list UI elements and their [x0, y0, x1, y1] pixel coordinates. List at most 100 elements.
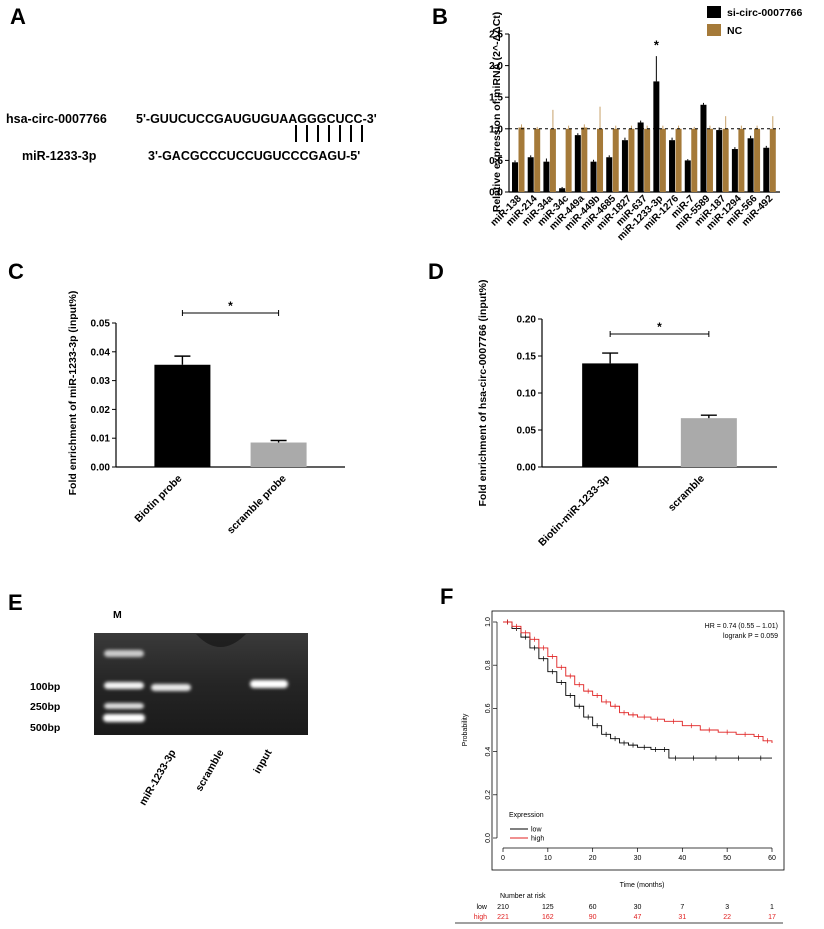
d-ytick-label-3: 0.15	[517, 352, 537, 363]
circ-sequence: 5'-GUUCUCCGAUGUGUAAGGGCUCC-3'	[136, 112, 377, 126]
f-legend-title: Expression	[509, 812, 544, 819]
ladder-band-250	[104, 703, 144, 709]
b-ytick-label-4: 2.0	[489, 61, 503, 72]
risk-high-count-5: 22	[723, 914, 731, 921]
f-ytick-label-0: 0.0	[485, 833, 492, 843]
ladder-label-100: 100bp	[30, 681, 60, 693]
b-legend-swatch-nc	[707, 24, 721, 36]
c-bar-1	[250, 442, 307, 467]
b-bar-nc-5	[597, 128, 604, 192]
f-legend: Expression low high	[509, 812, 544, 843]
risk-high-count-4: 31	[678, 914, 686, 921]
panel-f-label: F	[440, 584, 453, 609]
d-bar-1	[680, 418, 737, 467]
risk-high-count-2: 90	[589, 914, 597, 921]
f-xtick-label-4: 40	[678, 855, 686, 862]
f-legend-high-label: high	[531, 836, 544, 843]
f-ytick-label-4: 0.8	[485, 660, 492, 670]
panel-d-label: D	[428, 259, 444, 284]
panel-c-label: C	[8, 259, 24, 284]
risk-high-count-3: 47	[634, 914, 642, 921]
lane-label-input: input	[251, 747, 274, 776]
b-ylabel: Relative expression of miRNA (2^-ΔΔCt)	[491, 12, 503, 213]
c-ytick-label-4: 0.04	[91, 347, 111, 358]
d-ytick-label-1: 0.05	[517, 426, 537, 437]
risk-low-count-3: 30	[634, 904, 642, 911]
f-plot-frame	[491, 610, 785, 871]
risk-row-low-label: low	[476, 904, 487, 911]
ladder-band-100	[104, 682, 144, 689]
chart-d: 0.00 0.05 0.10 0.15 0.20 Biotin-miR-1233-3p sc…	[517, 315, 777, 549]
panel-e: E M 100bp 250bp 500bp miR-1233-3p scramb…	[8, 590, 308, 808]
f-xtick-label-0: 0	[501, 855, 505, 862]
chart-f: 0.0 0.2 0.4 0.6 0.8 1.0 0 10 20 30 40 50 60	[485, 617, 776, 862]
c-sig-star: *	[228, 299, 233, 313]
c-ylabel: Fold enrichment of miR-1233-3p (input%)	[67, 291, 79, 496]
panel-e-label: E	[8, 590, 23, 615]
b-ytick-label-1: 0.5	[489, 156, 503, 167]
f-logrank-text: logrank P = 0.059	[723, 633, 778, 640]
f-risk-table: Number at risk low high 210 125 60 30 7 3 1221…	[455, 893, 783, 924]
risk-low-count-2: 60	[589, 904, 597, 911]
f-xtick-label-2: 20	[589, 855, 597, 862]
panel-a-label: A	[10, 4, 26, 29]
f-ytick-label-2: 0.4	[485, 747, 492, 757]
d-bar-0	[582, 363, 639, 467]
b-ytick-label-3: 1.5	[489, 93, 503, 104]
b-bar-nc-7	[628, 128, 635, 192]
d-ytick-label-2: 0.10	[517, 389, 537, 400]
b-bar-nc-3	[565, 128, 572, 192]
b-bar-si-10	[669, 140, 676, 192]
b-bar-nc-14	[738, 128, 745, 192]
b-legend-swatch-si	[707, 6, 721, 18]
risk-high-count-1: 162	[542, 914, 554, 921]
b-bar-nc-8	[644, 128, 651, 192]
b-bar-si-13	[716, 130, 723, 192]
b-bar-si-11	[684, 160, 691, 192]
c-ytick-label-1: 0.01	[91, 434, 111, 445]
f-xtick-label-6: 60	[768, 855, 776, 862]
f-xtick-label-3: 30	[634, 855, 642, 862]
f-hr-text: HR = 0.74 (0.55 – 1.01)	[705, 623, 778, 630]
b-bar-si-2	[543, 161, 550, 192]
b-bar-si-5	[590, 161, 597, 192]
ladder-band-500	[103, 714, 145, 722]
b-bar-nc-4	[581, 127, 588, 192]
lane-input-band	[250, 680, 288, 688]
b-bar-nc-15	[754, 128, 761, 192]
d-xtick-label-1: scramble	[666, 473, 707, 514]
risk-table-title: Number at risk	[500, 893, 546, 900]
b-ytick-label-0: 0.0	[489, 188, 503, 199]
b-bar-nc-2	[549, 128, 556, 192]
d-ytick-label-4: 0.20	[517, 315, 537, 326]
f-xtick-label-1: 10	[544, 855, 552, 862]
b-bar-nc-10	[675, 128, 682, 192]
ladder-label-500: 500bp	[30, 722, 60, 734]
circ-name: hsa-circ-0007766	[6, 112, 107, 126]
b-bar-nc-13	[722, 128, 729, 192]
b-bar-si-1	[527, 157, 534, 192]
f-legend-low-label: low	[531, 827, 542, 834]
b-ytick-label-2: 1.0	[489, 124, 503, 135]
c-ytick-label-2: 0.02	[91, 405, 111, 416]
c-ytick-label-5: 0.05	[91, 319, 111, 330]
panel-b: B Relative expression of miRNA (2^-ΔΔCt)…	[432, 4, 802, 243]
risk-low-count-5: 3	[725, 904, 729, 911]
d-xtick-label-0: Biotin-miR-1233-3p	[536, 473, 612, 549]
b-bar-nc-16	[769, 128, 776, 192]
b-bar-si-3	[559, 188, 566, 192]
f-xtick-label-5: 50	[723, 855, 731, 862]
b-bar-nc-1	[534, 128, 541, 192]
gel-bands	[103, 634, 288, 722]
f-ytick-label-5: 1.0	[485, 617, 492, 627]
c-xtick-label-0: Biotin probe	[132, 473, 184, 525]
b-bar-si-7	[621, 140, 628, 192]
d-ylabel: Fold enrichment of hsa-circ-0007766 (inp…	[477, 280, 489, 507]
base-pair-lines	[295, 125, 363, 142]
b-bar-si-9	[653, 81, 660, 192]
b-bar-si-0	[512, 162, 518, 192]
f-ytick-label-3: 0.6	[485, 703, 492, 713]
b-bar-si-14	[731, 149, 738, 192]
b-bar-nc-0	[518, 127, 525, 192]
